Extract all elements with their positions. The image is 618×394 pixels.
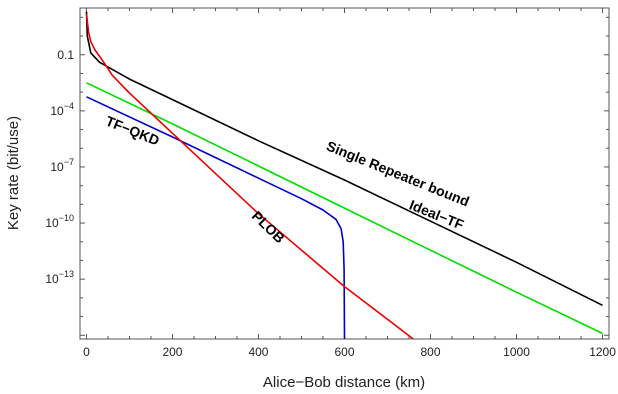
x-axis-label: Alice−Bob distance (km) [263,374,425,391]
y-tick-label: 10−13 [45,269,74,286]
x-tick-label: 800 [421,345,441,359]
x-tick-label: 200 [162,345,182,359]
series-line-single-repeater-bound [85,11,603,307]
x-tick-label: 0 [83,345,90,359]
series-lines [85,11,603,339]
series-line-plob [85,13,414,339]
x-tick-label: 400 [248,345,268,359]
annotation-label: PLOB [249,208,288,247]
y-axis-label: Key rate (bit/use) [5,116,22,230]
tick-labels: 0 200 400 600 800 1000 1200 0.1 10−4 10−7 10−10 10−… [45,48,616,359]
y-tick-label: 10−10 [45,213,74,230]
y-tick-label: 0.1 [57,48,74,62]
axis-ticks [80,8,609,339]
x-tick-label: 600 [334,345,354,359]
series-line-tf-qkd [86,96,346,339]
series-line-ideal-tf [86,82,603,335]
annotation-label: Single Repeater bound [324,138,471,210]
x-tick-label: 1000 [503,345,530,359]
y-tick-label: 10−4 [50,101,74,118]
x-tick-label: 1200 [589,345,616,359]
y-tick-label: 10−7 [50,157,74,174]
